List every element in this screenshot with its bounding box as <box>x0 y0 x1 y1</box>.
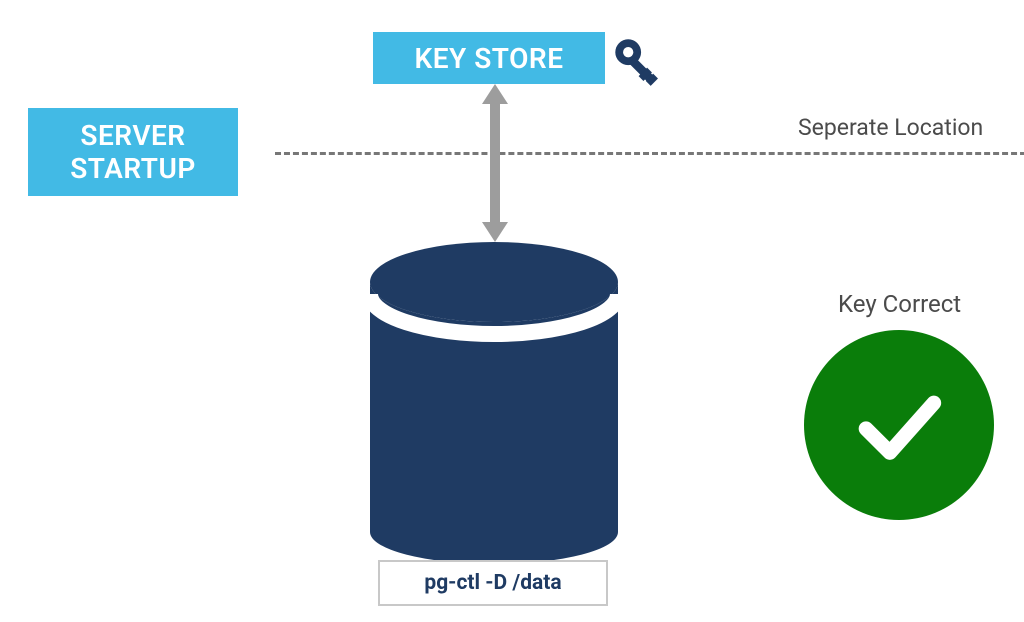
command-box: pg-ctl -D /data <box>378 560 608 606</box>
key-icon-svg <box>611 35 666 90</box>
diagram-canvas: { "colors": { "light_blue": "#42bae5", "… <box>0 0 1024 622</box>
server-line2: STARTUP <box>70 152 196 185</box>
database-cylinder-icon <box>360 236 628 572</box>
keystore-box: KEY STORE <box>373 32 605 84</box>
server-line1: SERVER <box>80 119 185 152</box>
key-correct-label: Key Correct <box>838 290 961 318</box>
server-startup-text: SERVER STARTUP <box>70 119 196 185</box>
separator-line <box>275 152 1024 155</box>
key-icon <box>611 35 666 90</box>
double-arrow-icon <box>480 84 510 242</box>
check-circle-icon <box>804 330 994 520</box>
separator-label: Seperate Location <box>798 114 983 141</box>
server-startup-box: SERVER STARTUP <box>28 108 238 196</box>
command-label: pg-ctl -D /data <box>424 571 561 595</box>
keystore-label: KEY STORE <box>414 42 563 75</box>
